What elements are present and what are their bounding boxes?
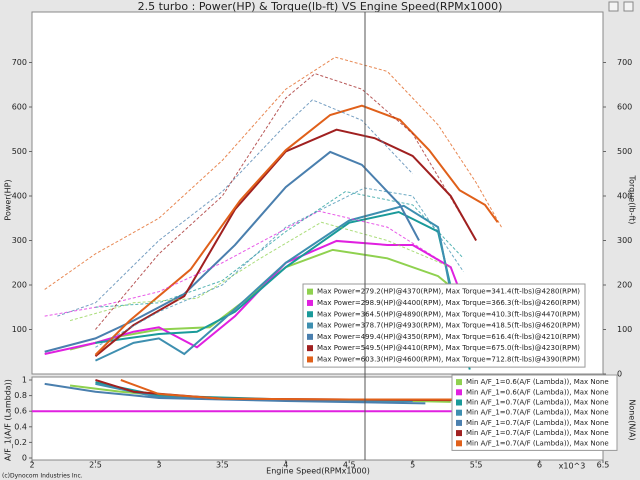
legend-swatch (307, 356, 313, 363)
legend-label: Max Power=603.3(HP)@4600(RPM), Max Torqu… (317, 355, 580, 363)
y-tick-label: 0.8 (14, 391, 27, 400)
torque-line (95, 187, 464, 348)
y2-tick-label: 500 (617, 147, 632, 156)
data-line (44, 382, 426, 405)
legend-swatch (456, 389, 462, 396)
lower-y-axis-label: A/F_1(A/F (Lambda)) (4, 379, 13, 461)
x-axis-label: Engine Speed(RPMx1000) (266, 467, 370, 476)
legend-box (451, 374, 618, 451)
legend-label: Min A/F_1=0.7(A/F (Lambda)), Max None (466, 419, 609, 427)
lower-y2-axis-label: None(N/A) (628, 399, 637, 440)
legend-swatch (307, 311, 313, 318)
data-line (94, 104, 499, 356)
legend-swatch (307, 345, 313, 352)
torque-line (44, 56, 502, 290)
legend-swatch (456, 409, 462, 416)
x-tick-label: 5 (410, 461, 415, 470)
x-tick-label: 6 (537, 461, 542, 470)
y-tick-label: 100 (12, 325, 27, 334)
y-tick-label: 0.2 (14, 438, 27, 447)
legend-label: Min A/F_1=0.6(A/F (Lambda)), Max None (466, 378, 609, 386)
legend-swatch (307, 288, 313, 295)
torque-line (95, 191, 464, 308)
y-tick-label: 400 (12, 192, 27, 201)
y-tick-label: 500 (12, 147, 27, 156)
y2-tick-label: 700 (617, 58, 632, 67)
y-tick-label: 600 (12, 103, 27, 112)
y2-tick-label: 600 (617, 103, 632, 112)
chart-title: 2.5 turbo : Power(HP) & Torque(lb-ft) VS… (138, 0, 503, 13)
legend-swatch (307, 333, 313, 340)
y-tick-label: 1 (22, 376, 27, 385)
y-axis-label: Power(HP) (4, 179, 13, 220)
legend-label: Max Power=549.5(HP)@4410(RPM), Max Torqu… (317, 344, 580, 352)
y2-tick-label: 100 (617, 325, 632, 334)
x-tick-label: 6.5 (597, 461, 610, 470)
x-tick-label: 2.5 (89, 461, 102, 470)
legend-label: Min A/F_1=0.7(A/F (Lambda)), Max None (466, 439, 609, 447)
data-line (94, 128, 477, 357)
data-line (95, 204, 465, 362)
y2-tick-label: 0 (617, 370, 622, 379)
legend: Max Power=279.2(HP)@4370(RPM), Max Torqu… (302, 283, 586, 368)
y-tick-label: 0 (22, 454, 27, 463)
legend-label: Min A/F_1=0.7(A/F (Lambda)), Max None (466, 399, 609, 407)
data-line (44, 150, 420, 353)
torque-line (69, 221, 451, 322)
legend-label: Max Power=378.7(HP)@4930(RPM), Max Torqu… (317, 322, 580, 330)
copyright: (c)Dynocom Industries Inc. (2, 473, 83, 480)
x-tick-label: 4.5 (343, 461, 356, 470)
data-line (120, 379, 502, 401)
x-tick-label: 5.5 (470, 461, 483, 470)
torque-line (95, 73, 477, 330)
legend-label: Max Power=499.4(HP)@4350(RPM), Max Torqu… (317, 333, 580, 341)
y2-tick-label: 300 (617, 236, 632, 245)
legend-label: Max Power=298.9(HP)@4400(RPM), Max Torqu… (317, 299, 580, 307)
legend-swatch (456, 440, 462, 447)
window-button[interactable] (608, 1, 619, 12)
legend-label: Max Power=364.5(HP)@4890(RPM), Max Torqu… (317, 310, 580, 318)
y-tick-label: 700 (12, 58, 27, 67)
legend-swatch (456, 419, 462, 426)
torque-line (57, 99, 414, 317)
y-tick-label: 300 (12, 236, 27, 245)
legend-box (302, 283, 586, 368)
legend-swatch (456, 430, 462, 437)
y2-axis-label: Torque(lb-ft) (628, 175, 637, 225)
y-tick-label: 0.6 (14, 407, 27, 416)
window-button[interactable] (623, 1, 634, 12)
legend-label: Min A/F_1=0.7(A/F (Lambda)), Max None (466, 429, 609, 437)
legend: Min A/F_1=0.6(A/F (Lambda)), Max None Min… (451, 374, 618, 451)
y2-tick-label: 200 (617, 281, 632, 290)
x-multiplier: x10^3 (559, 462, 586, 471)
legend-label: Max Power=279.2(HP)@4370(RPM), Max Torqu… (317, 288, 580, 296)
y2-tick-label: 400 (617, 192, 632, 201)
data-line (95, 210, 471, 370)
legend-swatch (307, 322, 313, 329)
legend-swatch (456, 379, 462, 386)
legend-swatch (307, 299, 313, 306)
x-tick-label: 2 (29, 461, 34, 470)
legend-swatch (456, 399, 462, 406)
y-tick-label: 200 (12, 281, 27, 290)
x-tick-label: 4 (283, 461, 288, 470)
x-tick-label: 3 (156, 461, 161, 470)
legend-label: Min A/F_1=0.7(A/F (Lambda)), Max None (466, 409, 609, 417)
x-tick-label: 3.5 (216, 461, 229, 470)
y-tick-label: 0.4 (14, 422, 27, 431)
legend-label: Min A/F_1=0.6(A/F (Lambda)), Max None (466, 388, 609, 396)
